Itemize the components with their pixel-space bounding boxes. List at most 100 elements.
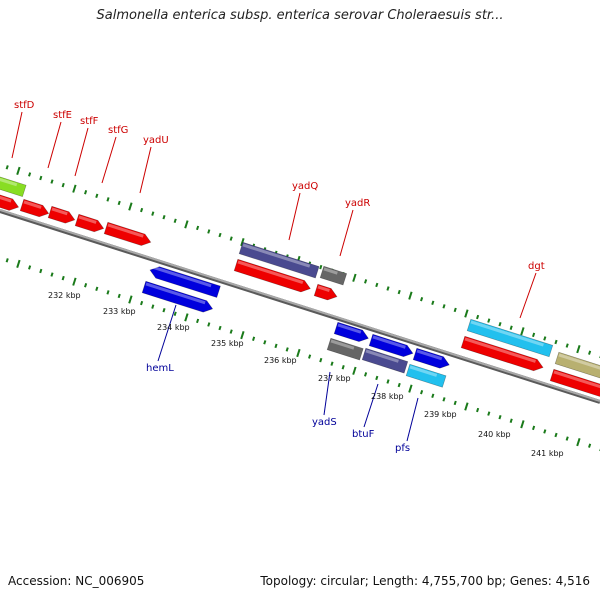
position-label-layer: 232 kbp 233 kbp 234 kbp 235 kbp 236 kbp 237 k… <box>48 291 564 458</box>
upper-tick-mark <box>554 339 558 345</box>
gene-label-stfD: stfD <box>14 100 35 111</box>
lower-tick-mark <box>453 400 457 406</box>
lower-tick-mark <box>296 348 301 358</box>
upper-tick-mark <box>588 350 592 355</box>
gene-leader-line <box>139 146 152 194</box>
feature-block-green <box>0 173 27 198</box>
lower-tick-mark <box>106 290 110 295</box>
lower-tick-mark <box>218 325 222 331</box>
map-title: Salmonella enterica subsp. enterica sero… <box>96 8 504 23</box>
feature-cds <box>313 283 338 301</box>
lower-tick-mark <box>240 331 245 340</box>
lower-tick-mark <box>61 275 65 281</box>
upper-tick-mark <box>61 182 65 188</box>
lower-tick-mark <box>431 393 435 398</box>
feature-block-gray <box>326 337 364 361</box>
lower-tick-mark <box>576 438 581 447</box>
upper-tick-mark <box>420 297 424 302</box>
upper-tick-mark <box>240 238 245 247</box>
lower-tick-mark <box>498 414 502 420</box>
feature-cds <box>333 321 369 342</box>
lower-tick-mark <box>509 418 513 423</box>
feature-cds <box>19 198 50 218</box>
lower-tick-mark <box>442 397 446 402</box>
upper-tick-mark <box>162 214 166 220</box>
lower-tick-mark <box>420 390 424 395</box>
backbone <box>0 209 600 404</box>
upper-tick-mark <box>375 282 379 288</box>
upper-tick-mark <box>50 179 54 184</box>
gene-label-dgt: dgt <box>528 261 545 272</box>
upper-tick-mark <box>408 291 413 300</box>
upper-tick-mark <box>72 184 77 193</box>
lower-tick-mark <box>464 402 469 411</box>
position-label: 234 kbp <box>157 323 190 332</box>
upper-tick-mark <box>207 229 211 234</box>
gene-leader-line <box>157 304 177 362</box>
gene-label-stfF: stfF <box>80 116 99 127</box>
position-label: 240 kbp <box>478 430 511 439</box>
upper-tick-mark <box>431 300 435 305</box>
accession-text: Accession: NC_006905 <box>8 574 145 588</box>
gene-leader-line <box>363 383 379 428</box>
lower-tick-mark <box>162 307 166 313</box>
upper-tick-mark <box>565 343 569 348</box>
gene-label-stfE: stfE <box>53 110 72 121</box>
upper-tick-mark <box>453 307 457 313</box>
upper-tick-mark <box>140 207 144 213</box>
upper-tick-mark <box>487 318 491 323</box>
gene-leader-line <box>519 272 537 319</box>
position-label: 236 kbp <box>264 356 297 365</box>
lower-tick-mark <box>207 322 211 327</box>
position-label: 241 kbp <box>531 449 564 458</box>
lower-tick-mark <box>364 372 368 377</box>
lower-tick-mark <box>408 384 413 393</box>
feature-cds <box>412 347 450 369</box>
gene-label-yadR: yadR <box>345 198 370 209</box>
gene-label-yadQ: yadQ <box>292 181 318 192</box>
feature-block-gray <box>319 265 348 286</box>
upper-tick-mark <box>173 218 177 223</box>
lower-tick-mark <box>543 429 547 434</box>
lower-tick-mark <box>50 272 54 277</box>
lower-tick-mark <box>140 300 144 306</box>
upper-tick-mark <box>229 236 233 241</box>
upper-tick-mark <box>543 336 547 341</box>
lower-tick-mark <box>308 354 312 359</box>
gene-label-hemL: hemL <box>146 363 174 374</box>
upper-tick-mark <box>196 225 200 231</box>
upper-tick-mark <box>352 273 357 282</box>
feature-block-cyan <box>405 363 447 388</box>
lower-tick-mark <box>39 268 43 274</box>
upper-tick-mark <box>442 304 446 309</box>
lower-tick-mark <box>285 347 289 352</box>
lower-tick-mark <box>352 366 357 375</box>
feature-cds <box>74 213 105 233</box>
lower-tick-mark <box>72 277 77 286</box>
position-label: 238 kbp <box>371 392 404 401</box>
upper-tick-mark <box>84 190 88 195</box>
feature-block-khaki <box>554 351 600 383</box>
genome-summary-text: Topology: circular; Length: 4,755,700 bp… <box>260 574 590 588</box>
feature-block-cyan <box>466 318 554 358</box>
upper-tick-mark <box>39 175 43 181</box>
lower-tick-mark <box>274 343 278 349</box>
gene-leader-line <box>288 192 301 241</box>
feature-cds <box>233 258 311 293</box>
upper-tick-mark <box>532 332 536 338</box>
lower-tick-mark <box>84 283 88 288</box>
gene-leader-line <box>11 111 23 159</box>
position-label: 233 kbp <box>103 307 136 316</box>
feature-cds <box>141 280 214 313</box>
lower-tick-mark <box>319 357 323 363</box>
gene-leader-line <box>323 371 331 416</box>
lower-tick-mark <box>588 443 592 448</box>
feature-cds <box>460 335 544 372</box>
gene-label-layer: stfD stfE stfF stfG yadU yadQ yadR dgt hemL yadS b… <box>11 100 545 454</box>
gene-leader-line <box>406 397 419 442</box>
upper-tick-mark <box>464 309 469 318</box>
lower-tick-mark <box>128 295 133 304</box>
lower-tick-mark <box>565 436 569 441</box>
gene-leader-line <box>74 127 89 177</box>
